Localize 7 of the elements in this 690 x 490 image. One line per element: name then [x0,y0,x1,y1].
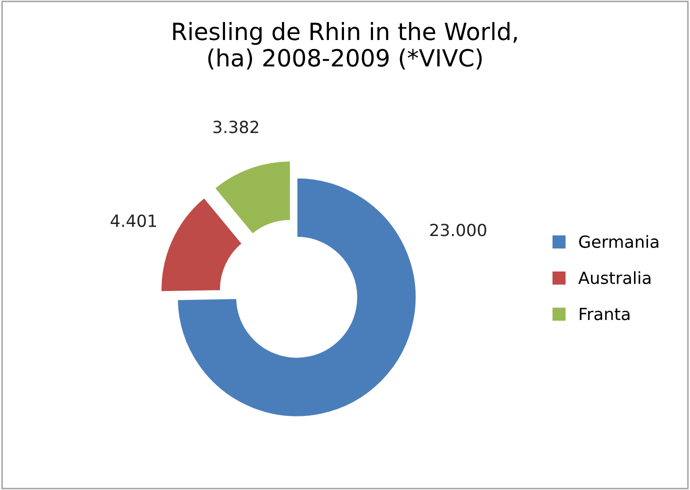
legend-label: Germania [579,235,658,248]
chart-title: Riesling de Rhin in the World, (ha) 2008-2009 (*VIVC) [173,22,517,70]
data-label: 4.401 [110,214,156,228]
data-label: 23.000 [430,224,486,236]
data-label: 3.382 [213,120,258,134]
legend-label: Franta [580,308,630,320]
legend-label: Australia [578,271,650,284]
